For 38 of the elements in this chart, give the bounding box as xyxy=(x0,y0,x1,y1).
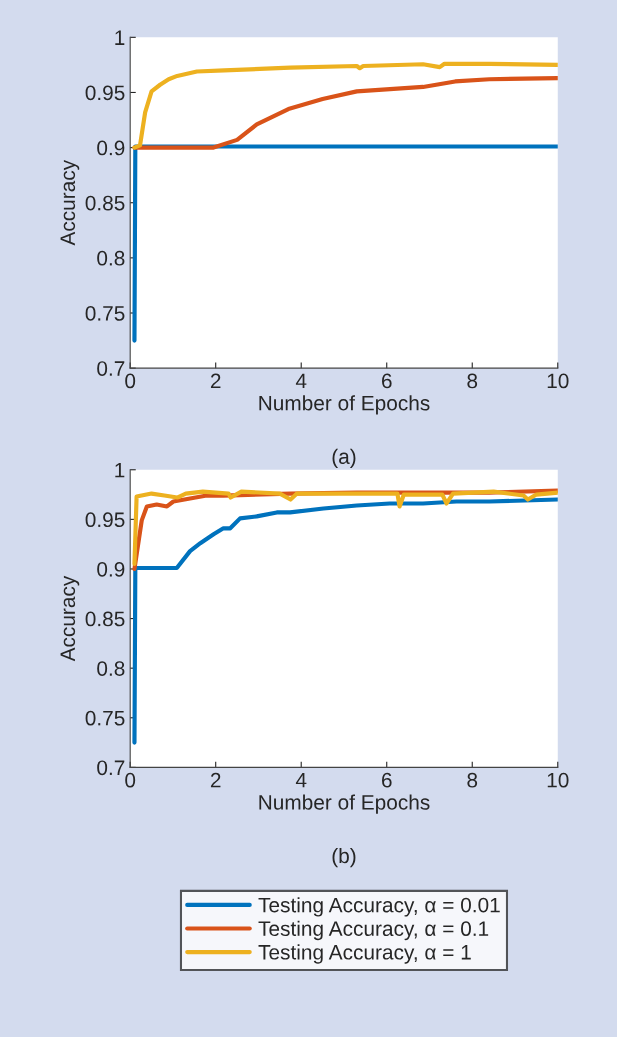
y-tick-label: 0.85 xyxy=(85,195,125,211)
y-tick-label: 0.8 xyxy=(97,661,125,676)
x-tick-label: 6 xyxy=(382,772,392,788)
y-tick-label: 1 xyxy=(115,462,125,478)
y-tick-label: 0.9 xyxy=(97,561,125,577)
x-tick-label: 4 xyxy=(295,773,307,788)
y-tick-label: 0.95 xyxy=(85,512,125,528)
y-tick-label: 0.75 xyxy=(85,306,125,321)
x-axis-title: Number of Epochs xyxy=(259,395,430,415)
x-tick-label: 4 xyxy=(295,373,307,389)
legend-label: Testing Accuracy, α = 0.1 xyxy=(258,920,489,941)
legend-label: Testing Accuracy, α = 1 xyxy=(258,944,471,964)
y-tick-label: 0.95 xyxy=(85,85,125,101)
x-tick-label: 10 xyxy=(547,373,569,389)
legend-label: Testing Accuracy, α = 0.01 xyxy=(258,897,500,917)
line-series xyxy=(132,497,558,745)
x-tick-label: 8 xyxy=(467,772,478,788)
y-tick-label: 1 xyxy=(115,30,125,45)
y-tick-label: 0.75 xyxy=(85,710,125,726)
y-tick-label: 0.85 xyxy=(85,611,125,627)
x-axis-title: Number of Epochs xyxy=(259,794,430,814)
y-axis-title: Accuracy xyxy=(60,575,80,662)
line-series xyxy=(132,76,558,150)
y-tick-label: 0.9 xyxy=(97,140,125,156)
y-tick-label: 0.8 xyxy=(97,250,125,266)
line-series xyxy=(132,61,558,150)
x-tick-label: 0 xyxy=(125,772,136,788)
x-tick-label: 2 xyxy=(210,373,221,389)
y-tick-label: 0.7 xyxy=(97,361,125,376)
text: (b) xyxy=(332,847,356,868)
x-tick-label: 10 xyxy=(547,772,569,788)
x-tick-label: 0 xyxy=(125,373,136,389)
y-tick-label: 0.7 xyxy=(97,760,125,776)
x-tick-label: 2 xyxy=(210,772,221,788)
x-tick-label: 8 xyxy=(467,373,478,389)
x-tick-label: 6 xyxy=(382,373,392,389)
y-axis-title: Accuracy xyxy=(60,159,80,246)
text: (a) xyxy=(332,448,356,469)
